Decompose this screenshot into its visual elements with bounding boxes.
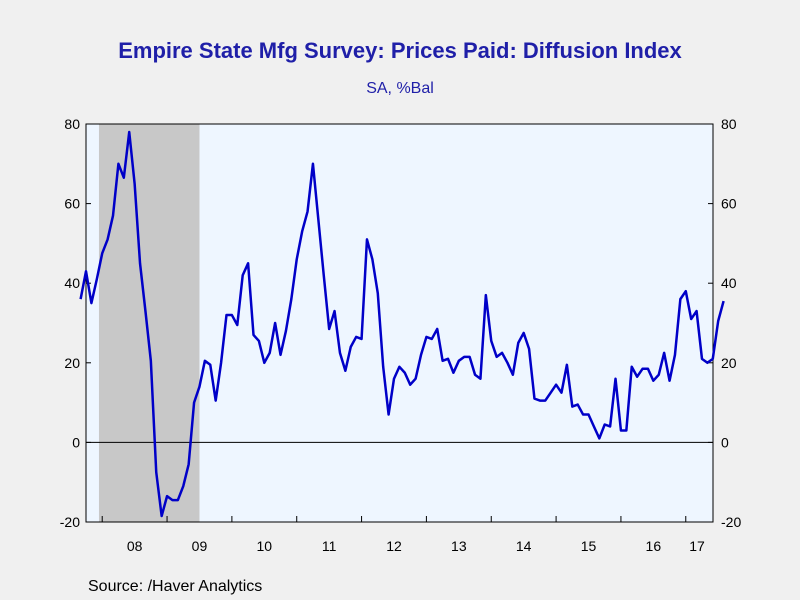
source-note: Source: /Haver Analytics (88, 578, 263, 595)
y-tick-label-right: 40 (721, 275, 737, 291)
x-tick-label: 17 (689, 538, 705, 554)
x-tick-label: 08 (127, 538, 143, 554)
y-tick-label-right: 0 (721, 434, 729, 450)
x-tick-label: 14 (516, 538, 532, 554)
y-tick-label-right: 60 (721, 196, 737, 212)
chart-subtitle: SA, %Bal (366, 80, 434, 97)
y-tick-label-right: -20 (721, 514, 741, 530)
chart-title: Empire State Mfg Survey: Prices Paid: Di… (118, 38, 682, 63)
series-line (79, 130, 725, 518)
x-tick-label: 12 (386, 538, 402, 554)
x-tick-label: 11 (322, 538, 337, 554)
y-tick-label-right: 80 (721, 116, 737, 132)
plot-frame (85, 123, 714, 523)
y-tick-label-left: 0 (72, 434, 80, 450)
x-tick-label: 13 (451, 538, 467, 554)
y-tick-label-left: 60 (64, 196, 80, 212)
y-tick-label-left: 40 (64, 275, 80, 291)
x-tick-label: 10 (257, 538, 273, 554)
x-tick-label: 15 (581, 538, 597, 554)
y-tick-label-left: 80 (64, 116, 80, 132)
recession-shading (98, 124, 200, 522)
x-tick-label: 09 (192, 538, 208, 554)
y-tick-label-left: -20 (60, 514, 80, 530)
x-tick-label: 16 (646, 538, 662, 554)
y-tick-label-left: 20 (64, 355, 80, 371)
y-tick-label-right: 20 (721, 355, 737, 371)
